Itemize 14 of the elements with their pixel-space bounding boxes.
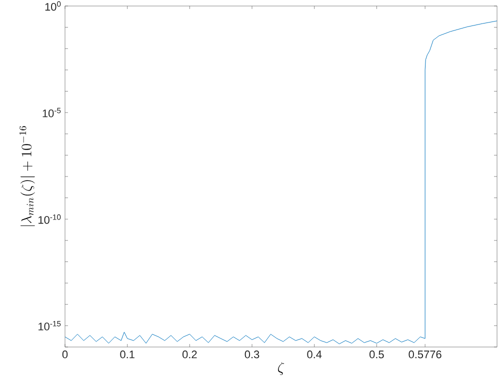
y-tick-label: 10$^{-5}$ xyxy=(42,108,61,118)
line-series xyxy=(65,20,498,344)
x-axis-title: $\zeta$ xyxy=(278,362,284,376)
x-tick-label: 0.1 xyxy=(120,350,134,358)
x-tick-label: 0.3 xyxy=(244,350,260,358)
y-tick-label: 10$^{-10}$ xyxy=(38,214,61,224)
x-tick-label: 0.5776 xyxy=(408,350,442,358)
y-tick-label: 10$^{0}$ xyxy=(45,1,61,11)
y-tick-label: 10$^{-15}$ xyxy=(38,321,61,330)
x-tick-label: 0.5 xyxy=(370,350,384,358)
x-tick-label: 0 xyxy=(62,350,68,358)
x-tick-label: 0.2 xyxy=(182,350,197,358)
x-tick-label: 0.4 xyxy=(307,350,322,358)
y-axis-title: $|\lambda_{min}(\zeta)|+10^{-16}$ xyxy=(19,126,35,226)
